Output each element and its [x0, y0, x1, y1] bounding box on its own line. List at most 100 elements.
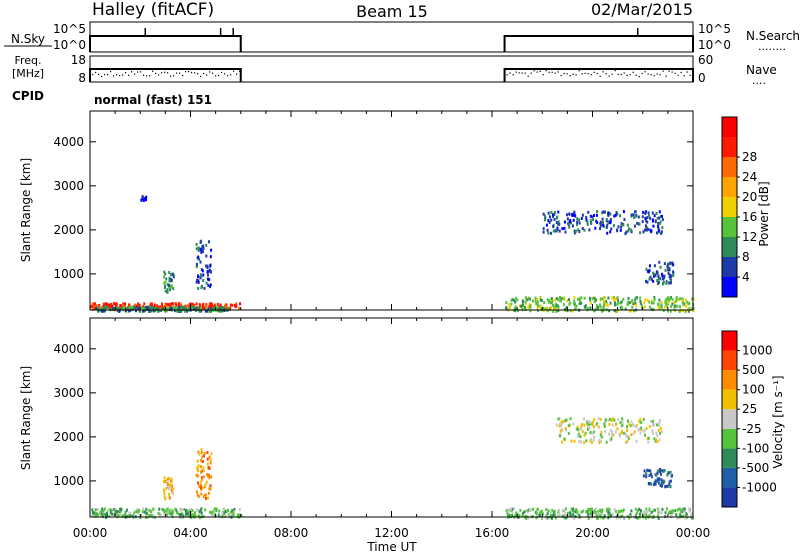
heatmap-cell — [534, 296, 537, 300]
heatmap-cell — [225, 303, 228, 307]
heatmap-cell — [209, 461, 212, 465]
heatmap-cell — [235, 302, 238, 306]
heatmap-cell — [576, 434, 579, 438]
heatmap-cell — [557, 508, 560, 512]
heatmap-cell — [515, 511, 518, 515]
heatmap-cell — [561, 509, 564, 513]
nave-dot — [197, 73, 199, 75]
heatmap-cell — [617, 225, 620, 229]
heatmap-cell — [617, 509, 620, 513]
nave-dot — [596, 72, 598, 75]
heatmap-cell — [164, 497, 167, 501]
nave-dot — [605, 73, 607, 75]
heatmap-cell — [589, 306, 592, 310]
heatmap-cell — [197, 464, 200, 468]
heatmap-cell — [661, 218, 664, 222]
heatmap-cell — [97, 309, 100, 313]
heatmap-cell — [629, 424, 632, 428]
heatmap-cell — [657, 516, 660, 520]
heatmap-cell — [656, 471, 659, 475]
heatmap-cell — [168, 270, 171, 274]
heatmap-cell — [539, 296, 542, 300]
heatmap-cell — [558, 514, 561, 518]
heatmap-cell — [577, 298, 580, 302]
nave-dot — [683, 75, 685, 77]
heatmap-cell — [653, 298, 656, 302]
heatmap-cell — [197, 274, 200, 278]
heatmap-cell — [636, 221, 639, 225]
heatmap-cell — [136, 507, 139, 511]
heatmap-cell — [573, 295, 576, 299]
heatmap-cell — [559, 429, 562, 433]
nave-dot — [98, 73, 100, 75]
heatmap-cell — [659, 214, 662, 218]
nave-dot — [587, 73, 589, 75]
nave-dot — [212, 72, 214, 74]
heatmap-cell — [627, 227, 630, 231]
heatmap-cell — [540, 516, 543, 520]
colorbar-swatch — [722, 370, 737, 390]
heatmap-cell — [562, 514, 565, 518]
nave-dot — [227, 75, 229, 77]
heatmap-cell — [505, 508, 508, 512]
heatmap-cell — [620, 509, 623, 513]
heatmap-cell — [589, 438, 592, 442]
heatmap-cell — [529, 309, 532, 313]
heatmap-cell — [524, 306, 527, 310]
heatmap-cell — [643, 510, 646, 514]
heatmap-cell — [669, 281, 672, 285]
nave-dot — [158, 74, 160, 76]
heatmap-cell — [674, 509, 677, 513]
heatmap-cell — [168, 276, 171, 280]
heatmap-cell — [548, 307, 551, 311]
heatmap-cell — [629, 301, 632, 305]
heatmap-cell — [639, 417, 642, 421]
heatmap-cell — [652, 509, 655, 513]
nave-dot — [512, 74, 514, 76]
heatmap-cell — [511, 298, 514, 302]
heatmap-cell — [117, 514, 120, 518]
heatmap-cell — [203, 451, 206, 455]
colorbar-swatch — [722, 237, 737, 257]
heatmap-cell — [650, 510, 653, 514]
heatmap-cell — [535, 297, 538, 301]
heatmap-cell — [654, 482, 657, 486]
heatmap-cell — [543, 301, 546, 305]
heatmap-cell — [206, 309, 209, 313]
heatmap-cell — [169, 302, 172, 306]
heatmap-cell — [569, 309, 572, 313]
heatmap-cell — [658, 423, 661, 427]
heatmap-cell — [586, 220, 589, 224]
heatmap-cell — [202, 244, 205, 248]
heatmap-cell — [165, 309, 168, 313]
heatmap-cell — [676, 516, 679, 520]
nave-dot — [662, 70, 664, 72]
nave-dot — [557, 71, 559, 73]
heatmap-cell — [166, 283, 169, 287]
heatmap-cell — [627, 436, 630, 440]
heatmap-cell — [644, 216, 647, 220]
heatmap-cell — [591, 296, 594, 300]
heatmap-cell — [210, 512, 213, 516]
nave-dot — [668, 70, 670, 72]
heatmap-cell — [606, 231, 609, 235]
heatmap-cell — [630, 228, 633, 232]
heatmap-cell — [586, 420, 589, 424]
heatmap-cell — [566, 299, 569, 303]
heatmap-cell — [658, 477, 661, 481]
heatmap-cell — [587, 420, 590, 424]
heatmap-cell — [598, 303, 601, 307]
heatmap-cell — [104, 306, 107, 310]
heatmap-cell — [199, 458, 202, 462]
heatmap-cell — [544, 307, 547, 311]
heatmap-cell — [600, 430, 603, 434]
heatmap-cell — [181, 306, 184, 310]
heatmap-cell — [580, 301, 583, 305]
heatmap-cell — [562, 296, 565, 300]
heatmap-cell — [188, 510, 191, 514]
heatmap-cell — [685, 304, 688, 308]
heatmap-cell — [558, 424, 561, 428]
heatmap-cell — [615, 516, 618, 520]
heatmap-cell — [638, 222, 641, 226]
heatmap-cell — [551, 300, 554, 304]
